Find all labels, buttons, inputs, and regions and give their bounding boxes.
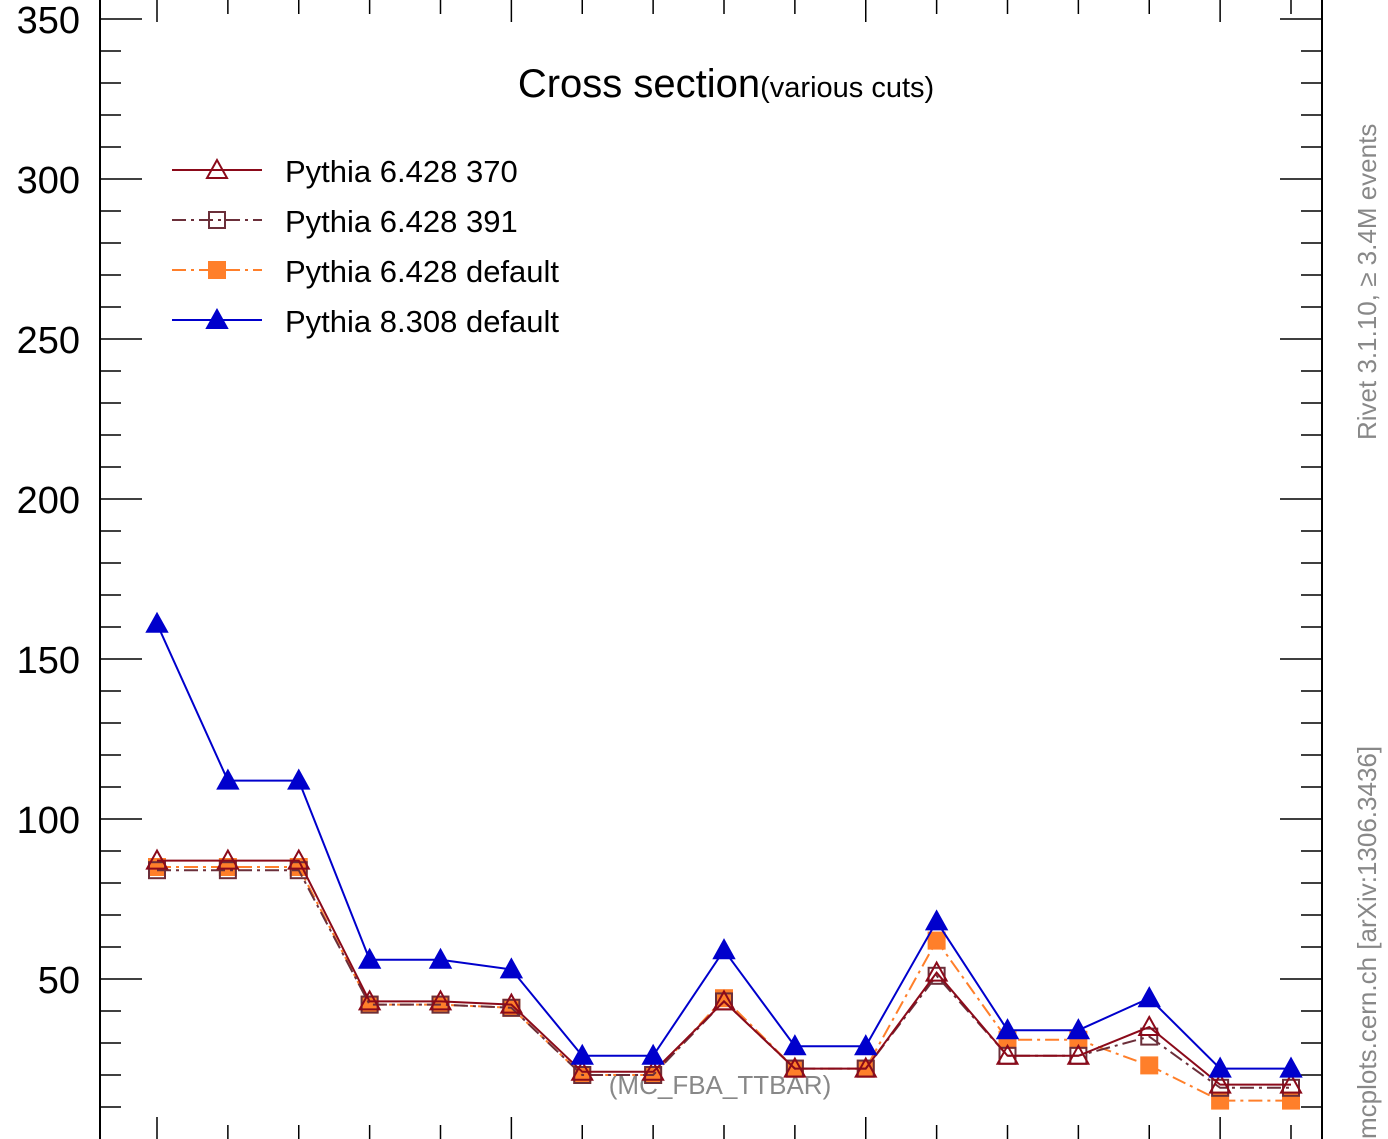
data-point <box>1140 1027 1159 1046</box>
y-tick-labels: 50 100 150 200 250 300 350 <box>17 0 80 1002</box>
data-point <box>712 989 736 1011</box>
rivet-version-label: Rivet 3.1.10, ≥ 3.4M events <box>1352 123 1382 440</box>
data-point <box>428 947 453 969</box>
legend-marker <box>208 211 226 229</box>
data-point <box>357 989 382 1011</box>
legend-label: Pythia 6.428 391 <box>285 204 518 239</box>
chart-subtitle: (various cuts) <box>760 72 934 104</box>
series-0 <box>145 848 1303 1094</box>
data-point <box>148 861 166 880</box>
data-point <box>499 957 524 979</box>
data-point <box>1066 1018 1091 1040</box>
y-tick-label: 350 <box>17 0 80 42</box>
data-point <box>641 1043 665 1065</box>
plot-frame <box>99 0 1323 1139</box>
data-point <box>287 848 311 870</box>
legend: Pythia 6.428 370 Pythia 6.428 391 Pythia 6… <box>172 154 559 339</box>
legend-label: Pythia 6.428 370 <box>285 154 518 189</box>
y-tick-label: 100 <box>17 800 80 842</box>
data-point <box>995 1043 1020 1065</box>
data-point <box>1279 1056 1303 1078</box>
data-point <box>783 1034 807 1056</box>
data-point <box>1279 1072 1303 1094</box>
y-tick-label: 50 <box>38 960 80 1002</box>
series-1 <box>148 861 1300 1097</box>
data-point <box>570 1043 594 1065</box>
chart-title: Cross section(various cuts) <box>518 62 934 106</box>
data-point <box>927 931 946 950</box>
data-point <box>1208 1072 1232 1094</box>
y-tick-label: 150 <box>17 640 80 682</box>
data-point <box>428 989 453 1011</box>
series-3 <box>145 611 1303 1078</box>
data-point <box>287 768 311 790</box>
data-point <box>995 1018 1020 1040</box>
chart-title-main: Cross section <box>518 62 760 106</box>
legend-label: Pythia 8.308 default <box>285 304 559 339</box>
mcplots-label: mcplots.cern.ch [arXiv:1306.3436] <box>1352 745 1382 1139</box>
data-point <box>854 1034 878 1056</box>
data-point <box>641 1059 665 1081</box>
y-tick-label: 200 <box>17 480 80 522</box>
data-point <box>924 960 949 982</box>
y-tick-label: 250 <box>17 320 80 362</box>
legend-marker <box>205 307 229 329</box>
axis-ticks <box>100 0 1322 1139</box>
data-point <box>783 1056 807 1078</box>
data-point <box>357 947 382 969</box>
legend-label: Pythia 6.428 default <box>285 254 559 289</box>
data-point <box>216 768 240 790</box>
data-point <box>1208 1056 1232 1078</box>
series-layer <box>145 611 1303 1110</box>
data-point <box>854 1056 878 1078</box>
data-point <box>145 611 169 633</box>
series-line <box>157 859 1291 1086</box>
y-tick-label: 300 <box>17 160 80 202</box>
series-line <box>157 869 1291 1089</box>
data-point <box>1140 1056 1159 1075</box>
data-point <box>924 909 949 931</box>
legend-marker <box>205 157 229 179</box>
data-point <box>1137 986 1161 1008</box>
data-point <box>499 992 524 1014</box>
data-point <box>712 938 736 960</box>
legend-marker <box>208 261 226 279</box>
data-point <box>570 1059 594 1081</box>
series-line <box>157 866 1291 1102</box>
data-point <box>1137 1014 1161 1036</box>
data-point <box>1066 1043 1091 1065</box>
data-point <box>216 848 240 870</box>
data-point <box>218 861 237 880</box>
data-point <box>145 848 169 870</box>
